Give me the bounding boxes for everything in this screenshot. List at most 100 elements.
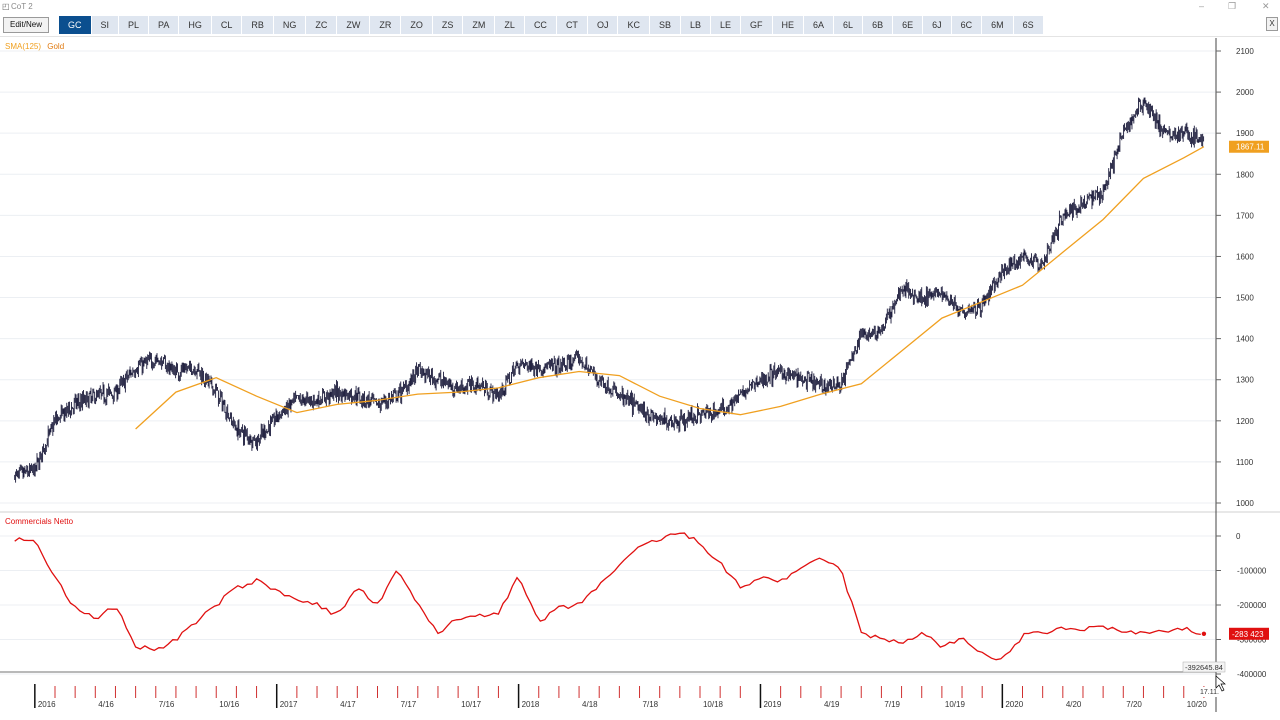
tab-zw[interactable]: ZW	[337, 16, 370, 34]
date-label: 10/18	[703, 700, 724, 709]
date-label: 7/19	[884, 700, 900, 709]
tab-lb[interactable]: LB	[680, 16, 710, 34]
price-tick-label: 1700	[1236, 211, 1254, 220]
close-window-icon[interactable]: ✕	[1262, 1, 1270, 11]
sma-legend-label: SMA(125)	[5, 42, 42, 51]
cot-tick-label: -100000	[1237, 567, 1267, 576]
tab-pa[interactable]: PA	[149, 16, 179, 34]
last-cot-label: -283 423	[1232, 630, 1264, 639]
sma-line	[135, 146, 1205, 430]
date-label: 10/20	[1187, 700, 1208, 709]
cot-tick-label: 0	[1236, 532, 1241, 541]
tab-oj[interactable]: OJ	[587, 16, 618, 34]
date-label: 4/20	[1066, 700, 1082, 709]
price-tick-label: 1200	[1236, 417, 1254, 426]
price-bars	[14, 97, 1205, 483]
tab-cl[interactable]: CL	[211, 16, 242, 34]
date-label: 4/18	[582, 700, 598, 709]
price-tick-label: 1300	[1236, 376, 1254, 385]
instrument-legend-label: Gold	[47, 42, 65, 51]
grid-lines	[0, 50, 1215, 675]
date-label: 7/16	[159, 700, 175, 709]
cot-line	[14, 532, 1201, 661]
tab-6c[interactable]: 6C	[951, 16, 982, 34]
cursor-date-label: 17.11.	[1200, 689, 1219, 696]
tab-zl[interactable]: ZL	[495, 16, 524, 34]
tab-zr[interactable]: ZR	[370, 16, 401, 34]
price-tick-label: 1800	[1236, 170, 1254, 179]
tab-gc[interactable]: GC	[59, 16, 91, 34]
crosshair-value-label: -392645.84	[1185, 663, 1223, 672]
tab-zo[interactable]: ZO	[401, 16, 432, 34]
close-chart-button[interactable]: X	[1266, 17, 1278, 31]
tab-zs[interactable]: ZS	[432, 16, 463, 34]
last-price-label: 1867.11	[1236, 143, 1265, 152]
title-bar: ◰ CoT 2 – ❐ ✕	[0, 0, 1280, 14]
date-label: 7/20	[1126, 700, 1142, 709]
tab-ng[interactable]: NG	[273, 16, 306, 34]
price-tick-label: 2100	[1236, 47, 1254, 56]
tab-hg[interactable]: HG	[179, 16, 211, 34]
tab-le[interactable]: LE	[711, 16, 741, 34]
tab-zc[interactable]: ZC	[306, 16, 337, 34]
price-legend: SMA(125) Gold	[5, 42, 64, 51]
cot-tick-label: -300000	[1237, 636, 1267, 645]
last-cot-badge	[1229, 627, 1269, 640]
tab-6l[interactable]: 6L	[834, 16, 863, 34]
cursor-date-box	[1196, 687, 1224, 697]
edit-new-button[interactable]: Edit/New	[3, 17, 49, 33]
tab-6e[interactable]: 6E	[893, 16, 923, 34]
date-label: 2020	[1005, 700, 1023, 709]
price-tick-label: 1400	[1236, 335, 1254, 344]
date-label: 2016	[38, 700, 56, 709]
price-tick-label: 2000	[1236, 88, 1254, 97]
chart-app-icon: ◰	[2, 2, 10, 11]
date-label: 2019	[763, 700, 781, 709]
last-price-badge	[1229, 140, 1269, 153]
crosshair-value-box	[1182, 661, 1226, 673]
cot-axis: 0 -100000 -200000 -300000 -400000	[1216, 532, 1267, 679]
date-label: 7/18	[643, 700, 659, 709]
tab-sb[interactable]: SB	[649, 16, 680, 34]
price-tick-label: 1100	[1236, 458, 1254, 467]
tab-6a[interactable]: 6A	[804, 16, 834, 34]
tab-ct[interactable]: CT	[556, 16, 587, 34]
tab-he[interactable]: HE	[772, 16, 804, 34]
minimize-icon[interactable]: –	[1199, 1, 1205, 11]
price-tick-label: 1900	[1236, 129, 1254, 138]
tab-6s[interactable]: 6S	[1013, 16, 1043, 34]
date-label: 7/17	[401, 700, 417, 709]
date-label: 2017	[280, 700, 298, 709]
tab-6b[interactable]: 6B	[863, 16, 893, 34]
tab-rb[interactable]: RB	[242, 16, 273, 34]
date-label: 4/16	[98, 700, 114, 709]
date-label: 4/19	[824, 700, 840, 709]
maximize-icon[interactable]: ❐	[1228, 1, 1237, 11]
date-label: 2018	[522, 700, 540, 709]
tab-si[interactable]: SI	[91, 16, 119, 34]
tab-6j[interactable]: 6J	[923, 16, 951, 34]
toolbar: Edit/New GC SI PL PA HG CL RB NG ZC ZW ZR ZO ZS ZM ZL C…	[0, 14, 1280, 37]
date-label: 4/17	[340, 700, 356, 709]
price-tick-label: 1600	[1236, 252, 1254, 261]
date-label: 10/17	[461, 700, 482, 709]
tab-gf[interactable]: GF	[741, 16, 772, 34]
price-tick-label: 1000	[1236, 499, 1254, 508]
symbol-tabs: GC SI PL PA HG CL RB NG ZC ZW ZR ZO ZS ZM ZL CC CT OJ KC SB…	[59, 16, 1044, 34]
tab-kc[interactable]: KC	[618, 16, 649, 34]
tab-6m[interactable]: 6M	[982, 16, 1013, 34]
cot-last-point	[1201, 631, 1207, 636]
mouse-cursor-icon	[1215, 675, 1226, 692]
window-title: CoT 2	[11, 2, 33, 11]
date-axis: 2016 4/16 7/16 10/16 2017 4/17 7/17 10/17 2018 4/…	[34, 684, 1208, 709]
date-label: 10/16	[219, 700, 240, 709]
cot-tick-label: -200000	[1237, 601, 1267, 610]
date-label: 10/19	[945, 700, 966, 709]
price-tick-label: 1500	[1236, 294, 1254, 303]
tab-pl[interactable]: PL	[119, 16, 149, 34]
price-axis: 2100 2000 1900 1800 1700 1600 1500 1400 1300 1200…	[1216, 47, 1254, 508]
tab-zm[interactable]: ZM	[463, 16, 495, 34]
tab-cc[interactable]: CC	[524, 16, 556, 34]
cot-tick-label: -400000	[1237, 670, 1267, 679]
